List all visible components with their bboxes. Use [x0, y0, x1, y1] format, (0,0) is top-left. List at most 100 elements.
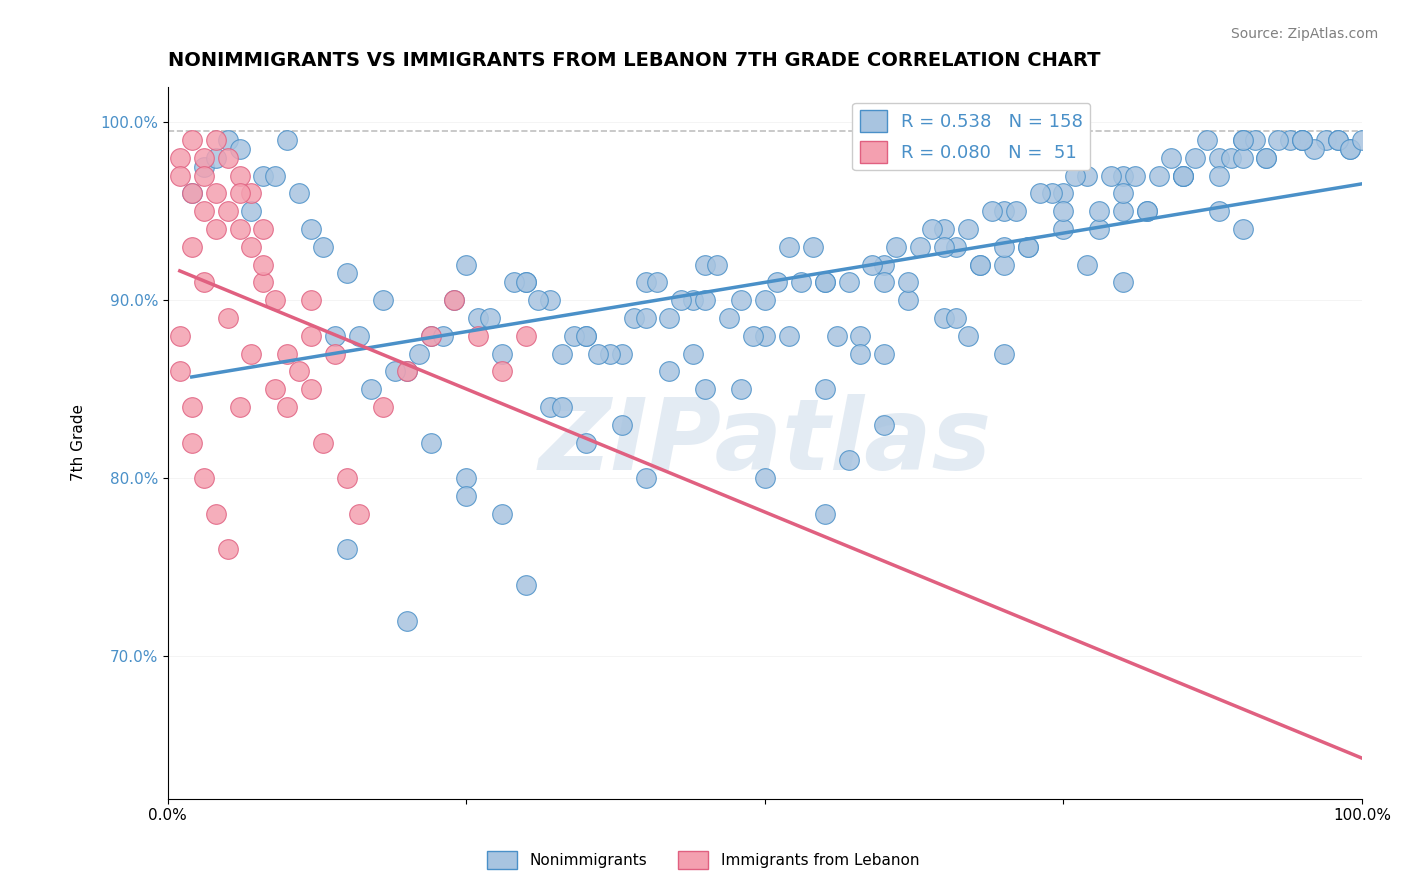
- Point: [217, 542, 239, 557]
- Point: [837, 276, 859, 290]
- Point: [1088, 204, 1111, 219]
- Point: [264, 169, 287, 183]
- Point: [336, 267, 359, 281]
- Point: [730, 293, 752, 308]
- Point: [1099, 169, 1122, 183]
- Point: [1208, 204, 1230, 219]
- Point: [276, 133, 298, 147]
- Point: [956, 328, 979, 343]
- Point: [467, 328, 489, 343]
- Point: [432, 328, 454, 343]
- Point: [217, 204, 239, 219]
- Point: [849, 346, 872, 360]
- Point: [276, 400, 298, 414]
- Point: [921, 222, 943, 236]
- Point: [193, 471, 215, 485]
- Point: [814, 507, 837, 521]
- Point: [193, 204, 215, 219]
- Point: [228, 169, 250, 183]
- Point: [932, 222, 955, 236]
- Point: [228, 186, 250, 201]
- Point: [1076, 258, 1098, 272]
- Point: [204, 186, 226, 201]
- Point: [264, 293, 287, 308]
- Point: [408, 346, 430, 360]
- Point: [1136, 204, 1159, 219]
- Point: [336, 542, 359, 557]
- Point: [347, 507, 370, 521]
- Point: [1064, 169, 1087, 183]
- Point: [993, 258, 1015, 272]
- Point: [371, 400, 394, 414]
- Point: [562, 328, 585, 343]
- Y-axis label: 7th Grade: 7th Grade: [72, 404, 86, 481]
- Point: [384, 364, 406, 378]
- Point: [419, 328, 441, 343]
- Point: [299, 293, 322, 308]
- Point: [1327, 133, 1350, 147]
- Point: [312, 435, 335, 450]
- Point: [897, 276, 920, 290]
- Point: [908, 240, 931, 254]
- Point: [515, 276, 537, 290]
- Point: [360, 382, 382, 396]
- Text: NONIMMIGRANTS VS IMMIGRANTS FROM LEBANON 7TH GRADE CORRELATION CHART: NONIMMIGRANTS VS IMMIGRANTS FROM LEBANON…: [167, 51, 1101, 70]
- Point: [873, 276, 896, 290]
- Point: [395, 364, 418, 378]
- Point: [347, 328, 370, 343]
- Point: [1184, 151, 1206, 165]
- Point: [1339, 142, 1361, 156]
- Point: [515, 578, 537, 592]
- Point: [1291, 133, 1313, 147]
- Point: [647, 276, 669, 290]
- Point: [860, 258, 883, 272]
- Point: [551, 346, 574, 360]
- Point: [730, 382, 752, 396]
- Point: [837, 453, 859, 467]
- Point: [778, 328, 800, 343]
- Point: [1171, 169, 1194, 183]
- Point: [1291, 133, 1313, 147]
- Point: [634, 276, 657, 290]
- Point: [217, 310, 239, 325]
- Point: [204, 222, 226, 236]
- Point: [634, 310, 657, 325]
- Point: [814, 382, 837, 396]
- Point: [658, 364, 681, 378]
- Point: [1017, 240, 1039, 254]
- Point: [312, 240, 335, 254]
- Point: [323, 346, 346, 360]
- Point: [180, 400, 202, 414]
- Point: [252, 258, 274, 272]
- Point: [718, 310, 741, 325]
- Point: [956, 222, 979, 236]
- Point: [932, 310, 955, 325]
- Point: [658, 310, 681, 325]
- Point: [479, 310, 502, 325]
- Point: [754, 471, 776, 485]
- Point: [993, 204, 1015, 219]
- Point: [180, 435, 202, 450]
- Point: [610, 346, 633, 360]
- Point: [1123, 169, 1146, 183]
- Point: [193, 160, 215, 174]
- Text: Source: ZipAtlas.com: Source: ZipAtlas.com: [1230, 27, 1378, 41]
- Point: [252, 222, 274, 236]
- Point: [1315, 133, 1337, 147]
- Point: [456, 258, 478, 272]
- Point: [204, 133, 226, 147]
- Point: [610, 417, 633, 432]
- Point: [503, 276, 526, 290]
- Point: [1256, 151, 1278, 165]
- Point: [395, 614, 418, 628]
- Point: [623, 310, 645, 325]
- Point: [993, 240, 1015, 254]
- Point: [706, 258, 728, 272]
- Point: [180, 240, 202, 254]
- Point: [754, 293, 776, 308]
- Point: [778, 240, 800, 254]
- Point: [1279, 133, 1302, 147]
- Point: [180, 133, 202, 147]
- Point: [419, 435, 441, 450]
- Point: [456, 471, 478, 485]
